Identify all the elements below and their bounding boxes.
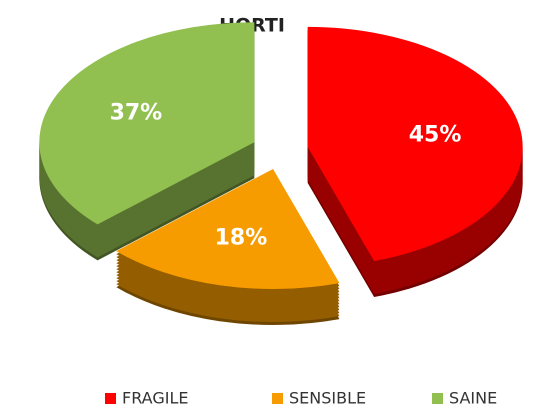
legend-swatch [105, 393, 116, 404]
legend-label: SENSIBLE [289, 389, 366, 408]
legend-label: FRAGILE [122, 389, 188, 408]
data-label: 37% [110, 101, 163, 126]
slice [116, 168, 340, 289]
legend-swatch [432, 393, 443, 404]
legend-swatch [272, 393, 283, 404]
data-label: 18% [215, 226, 268, 251]
slice [307, 26, 523, 262]
data-label: 45% [409, 123, 462, 148]
slice [39, 22, 255, 225]
legend-label: SAINE [449, 389, 497, 408]
